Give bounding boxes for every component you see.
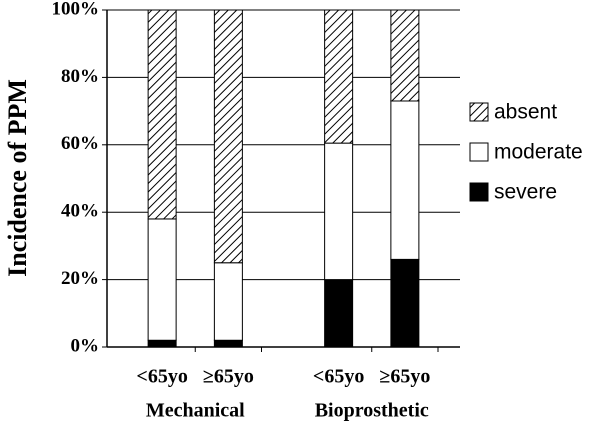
bar-segment <box>324 9 354 144</box>
bar-segment <box>213 9 243 264</box>
bar-segment <box>324 142 354 281</box>
bar-segment <box>390 9 420 102</box>
group-label: Mechanical <box>146 400 245 422</box>
y-tick-label: 60% <box>61 133 99 154</box>
x-tick-label: ≥65yo <box>203 366 254 388</box>
x-tick-label: <65yo <box>313 366 364 388</box>
y-axis-label: Incidence of PPM <box>3 79 32 277</box>
legend-swatch <box>469 142 489 162</box>
bar-segment <box>213 339 243 348</box>
legend-label: absent <box>494 101 557 124</box>
bar-segment <box>147 218 177 341</box>
y-tick-label: 20% <box>61 268 99 289</box>
bar-segment <box>390 258 420 348</box>
bar-segment <box>324 279 354 348</box>
y-tick-label: 0% <box>71 335 100 356</box>
y-tick-label: 40% <box>61 201 99 222</box>
bar-segment <box>390 100 420 260</box>
legend-swatch <box>469 102 489 122</box>
legend-label: severe <box>494 181 557 204</box>
x-tick-label: ≥65yo <box>379 366 430 388</box>
group-label: Bioprosthetic <box>315 400 429 422</box>
bar-segment <box>147 339 177 348</box>
y-tick-label: 80% <box>61 66 99 87</box>
legend-label: moderate <box>494 141 583 164</box>
bar-segment <box>213 262 243 341</box>
y-tick-label: 100% <box>52 0 100 19</box>
legend-swatch <box>469 182 489 202</box>
x-tick-label: <65yo <box>136 366 187 388</box>
bar-segment <box>147 9 177 220</box>
